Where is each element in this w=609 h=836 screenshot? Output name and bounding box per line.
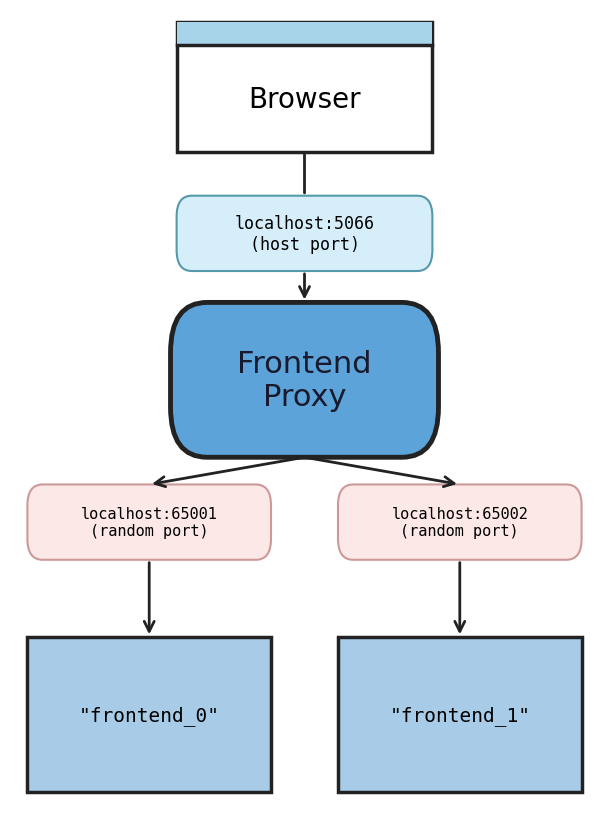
- Bar: [177, 23, 432, 46]
- FancyBboxPatch shape: [171, 303, 438, 458]
- Text: localhost:5066
(host port): localhost:5066 (host port): [234, 215, 375, 253]
- Text: localhost:65002
(random port): localhost:65002 (random port): [392, 507, 528, 538]
- Bar: [338, 637, 582, 793]
- Text: "frontend_1": "frontend_1": [389, 705, 530, 725]
- Bar: [27, 637, 271, 793]
- Text: localhost:65001
(random port): localhost:65001 (random port): [81, 507, 217, 538]
- FancyBboxPatch shape: [338, 485, 582, 560]
- Text: Browser: Browser: [248, 85, 361, 114]
- FancyBboxPatch shape: [177, 196, 432, 272]
- Text: "frontend_0": "frontend_0": [79, 705, 220, 725]
- FancyBboxPatch shape: [27, 485, 271, 560]
- Text: Frontend
Proxy: Frontend Proxy: [238, 349, 371, 411]
- Bar: [177, 23, 432, 152]
